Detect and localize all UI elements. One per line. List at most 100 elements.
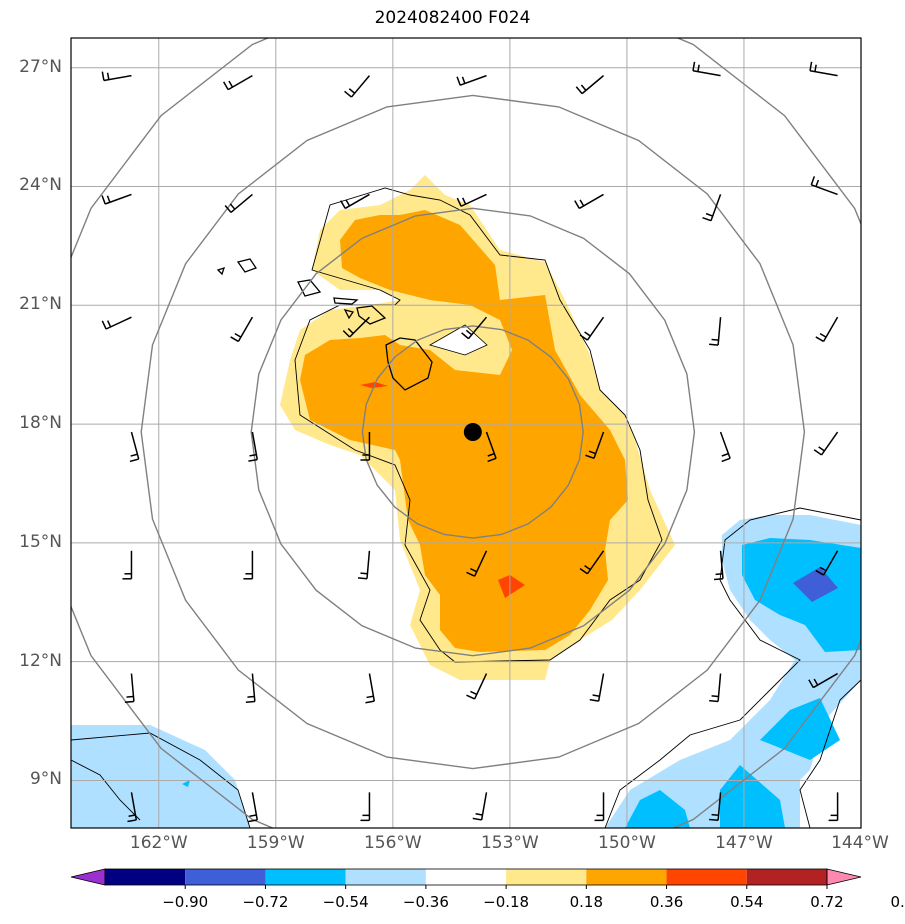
wind-barb bbox=[101, 71, 132, 82]
wind-barb bbox=[344, 75, 371, 98]
wind-barb bbox=[223, 74, 253, 91]
wind-barb bbox=[719, 431, 731, 463]
wind-barb bbox=[456, 74, 487, 86]
wind-barb bbox=[813, 431, 839, 456]
lat-tick-label: 9°N bbox=[29, 769, 62, 790]
colorbar-bin bbox=[345, 869, 426, 885]
lon-tick-label: 150°W bbox=[598, 833, 656, 853]
map-plot-area bbox=[71, 38, 861, 828]
lat-tick-label: 12°N bbox=[19, 650, 62, 671]
wind-barb bbox=[709, 673, 722, 703]
lat-tick-label: 24°N bbox=[19, 175, 62, 196]
colorbar-bin bbox=[425, 869, 507, 885]
colorbar-bin bbox=[265, 869, 346, 885]
wind-barb bbox=[124, 673, 135, 703]
island-maui bbox=[356, 305, 387, 325]
colorbar-tick-label: −0.36 bbox=[402, 893, 449, 911]
storm-center-marker bbox=[463, 423, 482, 442]
range-ring bbox=[71, 38, 861, 828]
wind-barb bbox=[594, 792, 605, 822]
wind-barb bbox=[579, 550, 605, 575]
colorbar-bin bbox=[185, 869, 266, 885]
map-title: 2024082400 F024 bbox=[374, 8, 531, 28]
colorbar-bin bbox=[105, 869, 186, 885]
island-kauai bbox=[236, 258, 257, 273]
wind-barb bbox=[810, 176, 838, 196]
wind-barb bbox=[342, 316, 370, 338]
wind-barb bbox=[575, 75, 605, 95]
colorbar-tick-label: 0.18 bbox=[569, 893, 604, 911]
wind-barb bbox=[809, 61, 838, 77]
colorbar-bin bbox=[746, 869, 827, 885]
wind-barb bbox=[815, 316, 839, 343]
colorbar-min-extension bbox=[70, 868, 106, 886]
wind-barb bbox=[466, 673, 488, 700]
lon-tick-label: 147°W bbox=[715, 833, 773, 853]
colorbar-bin bbox=[586, 869, 667, 885]
wind-barb bbox=[808, 672, 838, 689]
island-hawaii bbox=[385, 337, 433, 391]
wind-barb bbox=[365, 673, 376, 704]
colorbar-tick-label: −0.18 bbox=[483, 893, 530, 911]
wind-barb bbox=[243, 550, 254, 580]
lat-tick-label: 21°N bbox=[19, 294, 62, 315]
lat-tick-label: 27°N bbox=[19, 56, 62, 77]
lon-tick-label: 162°W bbox=[129, 833, 188, 853]
colorbar-bin bbox=[666, 869, 747, 885]
colorbar-tick-label: 0.36 bbox=[649, 893, 684, 911]
wind-barb bbox=[461, 316, 488, 340]
wind-barb bbox=[702, 194, 722, 222]
colorbar-max-extension bbox=[826, 868, 862, 886]
range-ring bbox=[361, 325, 584, 539]
colorbar-tick-label: −0.72 bbox=[242, 893, 289, 911]
lon-tick-label: 156°W bbox=[363, 833, 422, 853]
colorbar-bin bbox=[506, 869, 587, 885]
wind-barb bbox=[709, 317, 722, 346]
wind-barb bbox=[127, 792, 138, 823]
wind-barb bbox=[101, 316, 132, 330]
wind-barb bbox=[248, 792, 259, 823]
wind-barbs bbox=[101, 61, 839, 823]
wind-barb bbox=[466, 550, 488, 577]
negative-anomaly-blue bbox=[793, 567, 838, 602]
wind-barb bbox=[230, 316, 254, 343]
wind-barb bbox=[224, 193, 253, 213]
range-ring bbox=[250, 207, 696, 657]
range-rings bbox=[71, 38, 861, 828]
wind-barb bbox=[456, 193, 487, 207]
map-frame bbox=[70, 37, 862, 829]
colorbar-tick-label: 0.54 bbox=[730, 893, 764, 911]
wind-barb bbox=[340, 193, 370, 210]
island-molokai bbox=[333, 297, 359, 305]
colorbar bbox=[70, 868, 862, 889]
wind-barb bbox=[585, 431, 605, 460]
wind-barb bbox=[485, 431, 497, 463]
wind-barb bbox=[815, 550, 839, 576]
colorbar-tick-label: −0.54 bbox=[322, 893, 369, 911]
colorbar-tick-label: 0.90 bbox=[890, 893, 905, 911]
wind-barb bbox=[122, 550, 133, 580]
wind-barb bbox=[828, 792, 839, 822]
wind-barb bbox=[472, 792, 488, 821]
wind-barb bbox=[579, 316, 605, 341]
wind-barb bbox=[692, 61, 721, 77]
wind-barb bbox=[360, 432, 371, 461]
island-niihau bbox=[216, 266, 226, 276]
lat-tick-label: 18°N bbox=[19, 413, 62, 434]
island-kahoolawe bbox=[343, 309, 355, 320]
colorbar-tick-label: 0.72 bbox=[810, 893, 844, 911]
lon-tick-label: 153°W bbox=[480, 833, 539, 853]
lat-tick-label: 15°N bbox=[19, 531, 62, 552]
wind-barb bbox=[245, 673, 256, 703]
wind-barb bbox=[360, 792, 371, 822]
wind-barb bbox=[129, 431, 140, 463]
wind-barb bbox=[357, 550, 371, 580]
hawaiian-islands bbox=[216, 258, 433, 391]
wind-barb bbox=[589, 673, 605, 702]
wind-barb bbox=[101, 193, 132, 205]
wind-barb bbox=[713, 550, 724, 581]
wind-barb bbox=[709, 792, 722, 822]
wind-barb bbox=[248, 431, 259, 462]
wind-barb bbox=[574, 193, 604, 210]
